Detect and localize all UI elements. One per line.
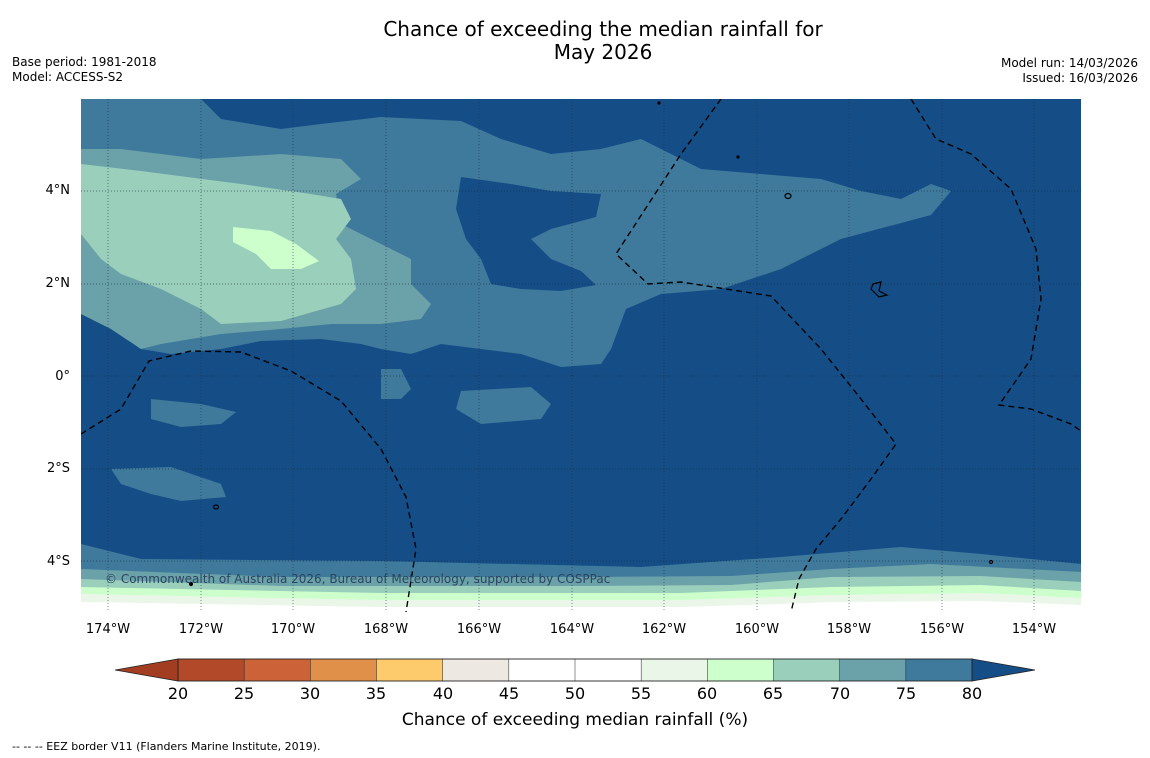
issued-date: Issued: 16/03/2026	[1022, 71, 1138, 85]
contour-65	[81, 164, 356, 324]
contour-75-patch-d	[111, 467, 226, 501]
colorbar-tick-50: 50	[564, 684, 586, 703]
colorbar-tick-40: 40	[432, 684, 454, 703]
colorbar-segment	[177, 658, 245, 682]
lat-label-0: 0°	[55, 369, 70, 384]
lon-label-174w: 174°W	[85, 622, 131, 637]
colorbar-tick-25: 25	[233, 684, 255, 703]
colorbar-tick-35: 35	[365, 684, 387, 703]
colorbar-extend-high	[972, 659, 1035, 681]
colorbar	[115, 658, 1036, 682]
colorbar-tick-30: 30	[299, 684, 321, 703]
colorbar-segment	[574, 658, 642, 682]
lon-label-164w: 164°W	[549, 622, 595, 637]
map-svg	[81, 99, 1081, 612]
colorbar-label: Chance of exceeding median rainfall (%)	[401, 710, 749, 730]
contour-50-south	[81, 601, 1081, 612]
lon-label-160w: 160°W	[734, 622, 780, 637]
lat-label-2s: 2°S	[46, 461, 70, 476]
colorbar-tick-80: 80	[961, 684, 983, 703]
colorbar-tick-45: 45	[498, 684, 520, 703]
colorbar-segment	[773, 658, 841, 682]
title-line-2: May 2026	[553, 40, 653, 64]
lat-label-4s: 4°S	[46, 554, 70, 569]
colorbar-extend-low	[115, 659, 178, 681]
colorbar-segment	[310, 658, 378, 682]
eez-footnote: -- -- -- EEZ border V11 (Flanders Marine…	[12, 740, 321, 753]
lon-label-158w: 158°W	[826, 622, 872, 637]
rainfall-map: © Commonwealth of Australia 2026, Bureau…	[81, 99, 1081, 612]
lon-label-156w: 156°W	[919, 622, 965, 637]
colorbar-tick-20: 20	[167, 684, 189, 703]
meta-right: Model run: 14/03/2026 Issued: 16/03/2026	[1001, 56, 1138, 86]
colorbar-tick-75: 75	[895, 684, 917, 703]
colorbar-tick-70: 70	[829, 684, 851, 703]
colorbar-segment	[508, 658, 576, 682]
meta-left: Base period: 1981-2018 Model: ACCESS-S2	[12, 55, 157, 85]
colorbar-segment	[243, 658, 312, 682]
colorbar-tick-60: 60	[696, 684, 718, 703]
lat-label-2n: 2°N	[45, 276, 71, 291]
copyright-notice: © Commonwealth of Australia 2026, Bureau…	[105, 572, 611, 586]
map-title: Chance of exceeding the median rainfall …	[0, 18, 1150, 64]
colorbar-segment	[707, 658, 775, 682]
title-line-1: Chance of exceeding the median rainfall …	[383, 17, 823, 41]
lon-label-168w: 168°W	[363, 622, 409, 637]
colorbar-segment	[640, 658, 709, 682]
contour-75-patch-a	[151, 399, 236, 427]
colorbar-segment	[839, 658, 907, 682]
colorbar-segment	[905, 658, 973, 682]
contour-80-blob	[456, 177, 601, 291]
lat-label-4n: 4°N	[45, 183, 71, 198]
lon-label-162w: 162°W	[641, 622, 687, 637]
model-run: Model run: 14/03/2026	[1000, 56, 1138, 70]
colorbar-segment	[376, 658, 444, 682]
lon-label-166w: 166°W	[456, 622, 502, 637]
contour-60	[233, 227, 319, 269]
contour-75-patch-c	[456, 387, 551, 424]
colorbar-segment	[442, 658, 510, 682]
contour-75-patch-b	[381, 369, 411, 399]
lon-label-172w: 172°W	[178, 622, 224, 637]
islands	[188, 101, 994, 587]
colorbar-tick-55: 55	[630, 684, 652, 703]
colorbar-tick-65: 65	[762, 684, 784, 703]
base-period: Base period: 1981-2018	[12, 55, 157, 69]
model-name: Model: ACCESS-S2	[12, 70, 124, 84]
lon-label-170w: 170°W	[270, 622, 316, 637]
eez-borders	[81, 99, 1081, 612]
lon-label-154w: 154°W	[1011, 622, 1057, 637]
